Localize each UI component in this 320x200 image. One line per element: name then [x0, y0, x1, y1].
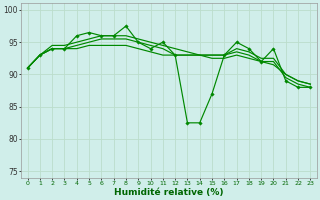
X-axis label: Humidité relative (%): Humidité relative (%) — [114, 188, 224, 197]
